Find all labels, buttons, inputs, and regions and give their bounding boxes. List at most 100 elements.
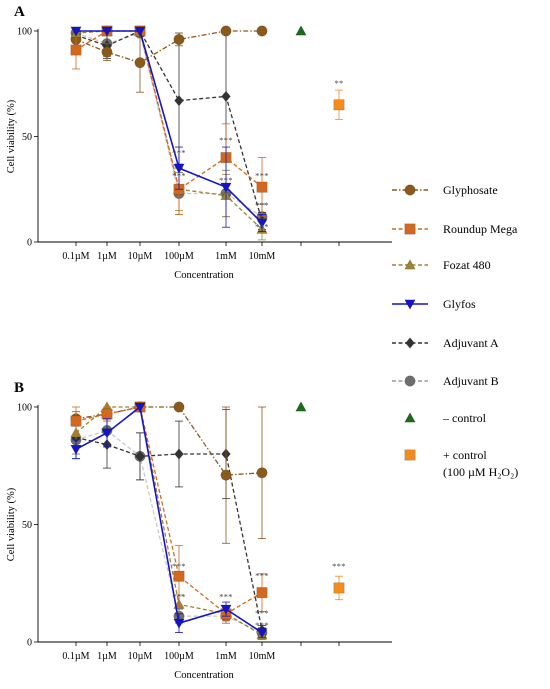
data-point-adjA [135, 450, 145, 463]
series-glyphosate [70, 25, 268, 93]
legend-item-adjA: Adjuvant A [392, 336, 499, 350]
data-point-roundup [70, 44, 82, 56]
legend-marker [404, 184, 416, 196]
y-axis-title: Cell viability (%) [6, 487, 17, 561]
legend-item-neg: – control [404, 411, 487, 425]
data-point-glyfos [173, 618, 185, 630]
series-glyfos [70, 26, 268, 232]
x-tick-label: 0.1µM [62, 651, 89, 662]
x-tick-label: 10µM [128, 251, 153, 262]
data-point-glyphosate [101, 46, 113, 58]
y-tick-label: 0 [27, 238, 32, 249]
y-tick-label: 100 [17, 403, 32, 414]
x-tick-label: 10µM [128, 651, 153, 662]
significance-label: *** [255, 171, 269, 181]
x-tick-label: 100µM [164, 251, 194, 262]
data-point-glyfos [173, 163, 185, 174]
data-point-glyphosate [173, 401, 185, 413]
data-point-glyfos [70, 444, 82, 456]
y-tick-label: 0 [27, 638, 32, 649]
x-tick-label: 1mM [215, 251, 237, 262]
legend-label: Glyphosate [443, 183, 498, 197]
data-point-adjA [221, 90, 231, 103]
data-point-glyphosate [256, 25, 268, 37]
data-point-glyfos [256, 628, 268, 639]
control-positive-marker [333, 582, 345, 594]
series-line-adjA [75, 30, 263, 222]
series-line-glyfos [76, 30, 263, 224]
series-line-fozat [75, 406, 263, 636]
panel-a: A 0 50 100 0.1µM 1µM 10µM 100µM 1mM 10mM Concentra… [6, 4, 392, 281]
data-point-roundup [70, 415, 82, 427]
control-negative-marker [295, 25, 307, 36]
x-tick-label: 1µM [97, 251, 117, 262]
data-point-roundup [101, 408, 113, 420]
legend-label: – control [442, 411, 487, 425]
panel-letter: B [14, 380, 24, 396]
significance-label: *** [172, 147, 186, 157]
legend-label: Adjuvant A [443, 336, 499, 350]
data-point-glyfos [256, 218, 268, 229]
legend-item-pos: + control (100 µM H₂O₂) [404, 448, 518, 479]
significance-label: *** [332, 561, 346, 571]
series-roundup [70, 25, 268, 218]
significance-label: *** [219, 592, 233, 602]
legend: Glyphosate Roundup Mega Fozat 480 Glyfos Adj… [392, 183, 518, 479]
x-axis-title: Concentration [174, 670, 234, 681]
control-positive-marker [333, 99, 345, 111]
legend-marker [404, 299, 416, 310]
series-fozat [70, 401, 268, 641]
legend-label: Adjuvant B [443, 374, 499, 388]
data-point-glyfos [70, 26, 82, 37]
legend-marker [404, 259, 416, 270]
panel-letter: A [14, 4, 25, 20]
series-line-glyphosate [75, 406, 263, 476]
y-tick-label: 50 [22, 132, 32, 143]
data-point-roundup [256, 181, 268, 193]
series-line-roundup [75, 406, 263, 615]
data-point-glyfos [220, 182, 232, 193]
legend-label: Roundup Mega [443, 222, 518, 236]
legend-label: + control [443, 448, 487, 462]
series-line-adjB [75, 32, 263, 218]
series-line-adjA [75, 436, 263, 631]
y-tick-label: 50 [22, 520, 32, 531]
significance-label: *** [255, 608, 269, 618]
x-tick-label: 10mM [249, 251, 276, 262]
y-axis-title: Cell viability (%) [6, 99, 17, 173]
y-tick-label: 100 [17, 27, 32, 38]
series-line-roundup [75, 30, 263, 191]
data-point-roundup [173, 570, 185, 582]
data-point-glyphosate [134, 57, 146, 69]
data-point-glyphosate [220, 469, 232, 481]
x-tick-label: 1µM [97, 651, 117, 662]
legend-item-glyfos: Glyfos [392, 297, 476, 311]
x-tick-label: 1mM [215, 651, 237, 662]
series-adjB [70, 415, 268, 639]
x-tick-label: 100µM [164, 651, 194, 662]
data-point-glyphosate [256, 467, 268, 479]
legend-item-adjB: Adjuvant B [392, 374, 499, 388]
data-point-glyfos [134, 402, 146, 413]
data-point-adjA [174, 94, 184, 107]
significance-label: *** [219, 175, 233, 185]
data-point-glyfos [220, 604, 232, 615]
legend-label: Glyfos [443, 297, 476, 311]
control-negative-marker [295, 401, 307, 412]
series-line-adjB [75, 429, 263, 634]
legend-marker [404, 375, 416, 387]
significance-label: *** [172, 171, 186, 181]
legend-item-fozat: Fozat 480 [392, 258, 491, 272]
data-point-glyphosate [173, 33, 185, 45]
data-point-glyfos [134, 26, 146, 37]
significance-label: *** [219, 135, 233, 145]
series-adjA [71, 408, 267, 636]
significance-label: *** [172, 561, 186, 571]
significance-label: *** [172, 592, 186, 602]
legend-item-glyphosate: Glyphosate [392, 183, 498, 197]
data-point-roundup [256, 587, 268, 599]
legend-marker [404, 412, 416, 423]
x-axis-title: Concentration [174, 270, 234, 281]
data-point-glyfos [101, 428, 113, 439]
significance-label: *** [255, 221, 269, 231]
